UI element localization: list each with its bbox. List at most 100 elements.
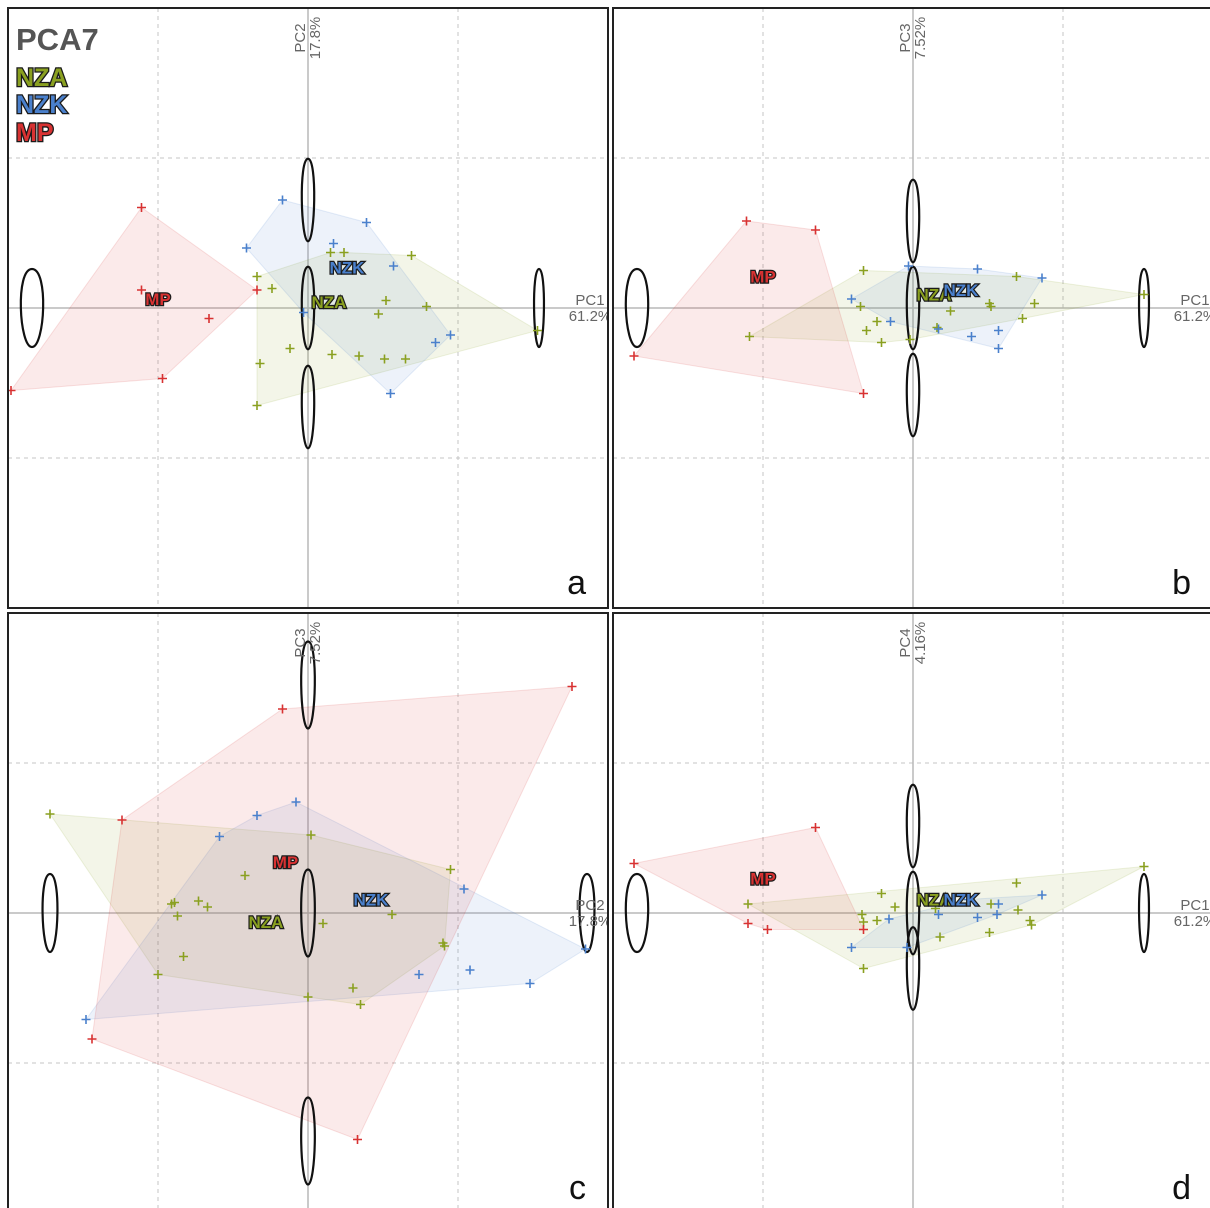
point-mp [137, 203, 146, 212]
group-label-nzk: NZK [354, 891, 390, 910]
point-nza [303, 992, 313, 1002]
point-nza [857, 910, 867, 919]
y-axis-percent: 17.8% [307, 17, 324, 60]
point-nzk [362, 218, 371, 227]
point-nzk [414, 970, 424, 979]
outline-shape [624, 872, 650, 954]
point-mp [87, 1034, 97, 1044]
point-nza [986, 302, 996, 311]
point-nza [381, 296, 391, 305]
point-mp [859, 925, 868, 934]
point-nza [1025, 916, 1035, 925]
point-nza [862, 326, 871, 335]
point-nzk [1037, 273, 1047, 283]
hull-mp [91, 685, 573, 1141]
group-label-mp: MP [750, 870, 776, 889]
figure-title: PCA7 [16, 22, 99, 57]
point-nzk [278, 195, 287, 205]
point-nza [285, 344, 295, 353]
outline-shape [300, 1096, 316, 1186]
hull-mp [9, 206, 258, 392]
point-nzk [329, 239, 338, 248]
point-nzk [847, 294, 856, 304]
point-nza [932, 323, 942, 332]
point-nza [153, 970, 163, 979]
panel-letter: a [567, 564, 586, 602]
point-nzk [884, 914, 894, 924]
point-nza [533, 326, 542, 335]
point-nzk [299, 308, 308, 317]
point-mp [859, 389, 868, 398]
point-nzk [934, 910, 943, 919]
outline-shape [19, 267, 45, 349]
point-nza [931, 904, 940, 913]
hull-nza [747, 269, 1145, 344]
point-nza [45, 809, 55, 819]
outline-shape [578, 872, 596, 954]
point-nza [446, 865, 455, 874]
panel-letter: c [569, 1169, 586, 1207]
outline-shape [905, 352, 921, 438]
point-nza [905, 335, 915, 344]
point-nza [339, 248, 349, 257]
point-nza [422, 302, 431, 311]
group-label-mp: MP [273, 853, 299, 872]
point-nza [985, 928, 994, 937]
point-nza [327, 350, 337, 359]
x-axis-percent: 61.2% [1174, 308, 1210, 325]
point-nza [326, 248, 335, 257]
point-mp [743, 919, 753, 928]
point-nzk [886, 317, 895, 326]
point-mp [629, 351, 639, 361]
outline-shape [1137, 267, 1151, 349]
y-axis-percent: 7.52% [912, 17, 929, 60]
outline-shape [300, 265, 316, 351]
point-nza [743, 899, 753, 909]
x-axis-percent: 17.8% [569, 913, 612, 930]
point-nzk [934, 324, 943, 334]
point-nzk [992, 910, 1002, 919]
group-label-nza: NZA [249, 913, 284, 932]
point-nzk [446, 330, 455, 340]
point-nza [859, 266, 868, 275]
outline-shape [300, 640, 316, 730]
point-nza [179, 952, 188, 961]
point-nza [877, 889, 886, 898]
point-mp [811, 225, 820, 235]
point-mp [278, 704, 287, 714]
y-axis-percent: 7.52% [307, 622, 324, 665]
x-axis-percent: 61.2% [1174, 913, 1210, 930]
point-nza [859, 964, 868, 973]
group-label-nzk: NZK [944, 281, 980, 300]
outline-shape [300, 364, 316, 450]
group-label-mp: MP [145, 290, 171, 309]
point-mp [117, 815, 127, 825]
group-label-nza: NZA [917, 286, 952, 305]
panel-border [612, 7, 1210, 609]
point-nzk [994, 899, 1003, 909]
point-nzk [994, 344, 1003, 353]
point-nzk [847, 943, 856, 952]
point-nza [1139, 862, 1149, 871]
point-nzk [81, 1015, 91, 1024]
point-nza [170, 898, 179, 907]
panel-border [7, 7, 609, 609]
point-nzk [242, 243, 251, 253]
legend-item-nza: NZA [16, 64, 67, 92]
point-nzk [386, 389, 395, 398]
point-nzk [215, 832, 224, 841]
point-nza [890, 902, 900, 912]
point-nza [173, 911, 182, 921]
group-label-nzk: NZK [330, 259, 366, 278]
point-nzk [581, 944, 590, 954]
point-nzk [994, 326, 1003, 335]
point-mp [629, 859, 639, 868]
outline-shape [300, 868, 316, 958]
point-nzk [973, 913, 982, 922]
point-nza [1012, 878, 1021, 888]
point-nza [946, 306, 955, 316]
point-nza [194, 896, 203, 906]
